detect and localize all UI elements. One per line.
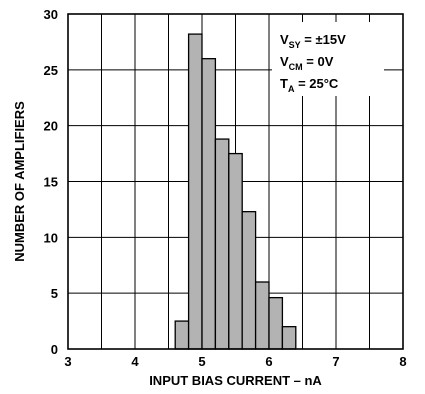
histogram-bar [228,152,243,350]
y-tick-label: 15 [44,175,58,190]
legend-line-ta: TA = 25°C [280,76,339,94]
y-tick-label: 5 [51,286,58,301]
y-tick-label: 25 [44,63,58,78]
histogram-bar [174,320,190,350]
histogram-bar [201,58,217,350]
histogram-bar [241,210,257,350]
y-tick-labels: 0 5 10 15 20 25 30 [44,7,58,357]
x-tick-label: 3 [64,354,71,369]
x-tick-label: 4 [131,354,139,369]
x-tick-label: 6 [265,354,272,369]
x-axis-label: INPUT BIAS CURRENT – nA [149,373,322,388]
y-tick-label: 0 [51,342,58,357]
legend-box [272,22,384,96]
x-tick-label: 5 [198,354,205,369]
x-tick-label: 8 [399,354,406,369]
x-tick-label: 7 [332,354,339,369]
legend: VSY = ±15V VCM = 0V TA = 25°C [272,22,384,96]
histogram-bar [281,326,297,350]
histogram-bar [268,296,284,350]
plot-frame [67,13,404,350]
histogram-bar [187,33,203,350]
y-tick-label: 10 [44,230,58,245]
y-tick-label: 20 [44,119,58,134]
histogram-bar [214,138,230,350]
y-axis-label: NUMBER OF AMPLIFIERS [12,101,27,262]
legend-line-vsy: VSY = ±15V [280,32,346,50]
histogram-bar [254,281,270,350]
x-tick-labels: 3 4 5 6 7 8 [64,354,406,369]
legend-line-vcm: VCM = 0V [280,54,334,72]
y-tick-label: 30 [44,7,58,22]
